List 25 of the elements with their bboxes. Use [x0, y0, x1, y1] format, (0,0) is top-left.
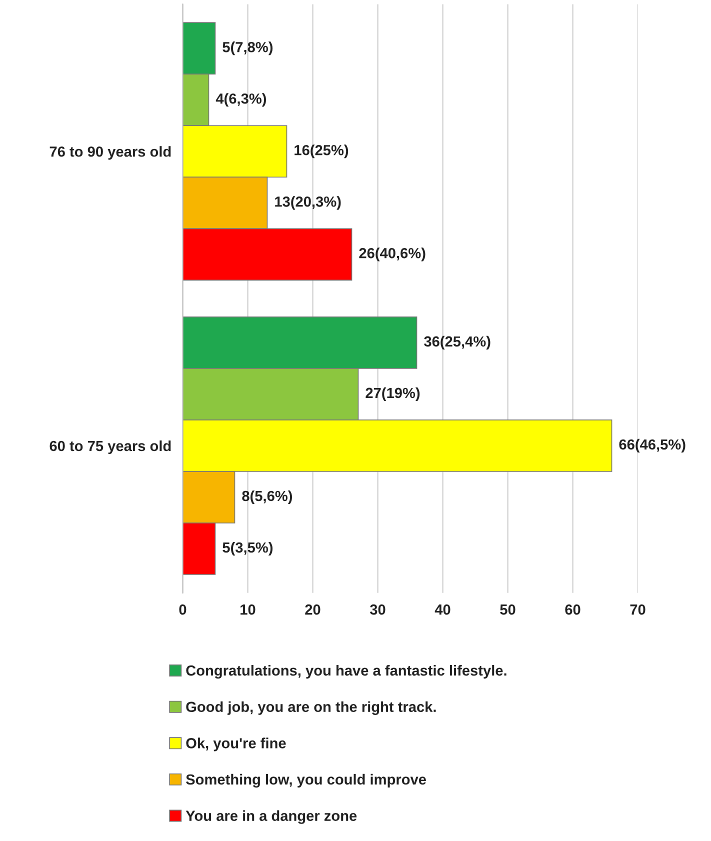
- data-label: 5(7,8%): [222, 42, 273, 56]
- x-tick-label: 60: [565, 604, 580, 615]
- data-label: 36(25,4%): [424, 336, 490, 350]
- x-tick-label: 30: [370, 604, 386, 615]
- x-tick-label: 70: [630, 604, 646, 615]
- x-tick-label: 10: [240, 604, 256, 615]
- x-tick-label: 40: [434, 604, 450, 615]
- data-label: 4(6,3%): [216, 93, 266, 107]
- legend-label: Ok, you're fine: [186, 738, 286, 752]
- data-label: 5(3,5%): [222, 542, 273, 556]
- data-label: 66(46,5%): [619, 438, 686, 453]
- legend-label: Something low, you could improve: [186, 774, 426, 788]
- data-label: 27(19%): [366, 387, 420, 402]
- x-tick-label: 0: [179, 604, 186, 615]
- x-tick-label: 50: [500, 604, 516, 615]
- x-tick-label: 20: [305, 604, 320, 615]
- data-label: 8(5,6%): [242, 490, 292, 504]
- legend-label: Good job, you are on the right track.: [186, 701, 436, 715]
- legend-label: Congratulations, you have a fantastic lifestyle.: [186, 664, 506, 679]
- legend-label: You are in a danger zone: [186, 810, 357, 824]
- data-label: 26(40,6%): [359, 248, 426, 262]
- data-label: 16(25%): [294, 144, 348, 158]
- data-label: 13(20,3%): [275, 196, 341, 210]
- y-tick-label: 76 to 90 years old: [50, 146, 171, 160]
- y-tick-label: 60 to 75 years old: [50, 440, 171, 454]
